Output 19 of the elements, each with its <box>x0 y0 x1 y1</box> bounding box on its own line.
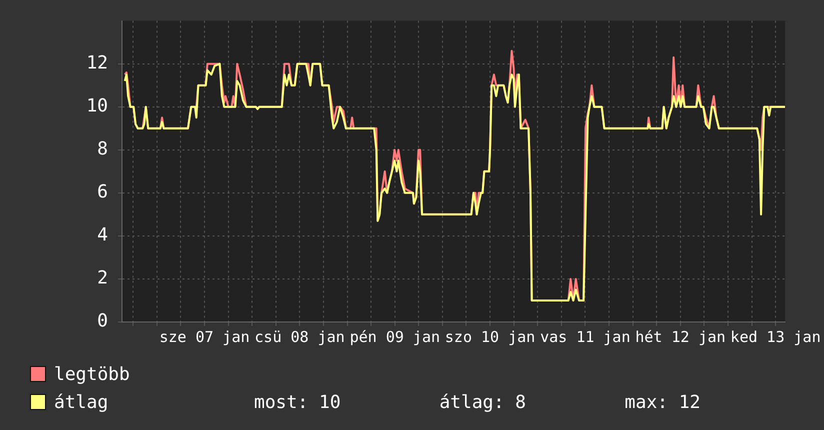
x-tick-label: sze 07 jan <box>159 328 250 346</box>
x-tick-label: csü 08 jan <box>254 328 345 346</box>
x-tick-label: ked 13 jan <box>730 328 821 346</box>
y-tick-label: 12 <box>86 52 108 74</box>
y-tick-label: 0 <box>97 310 108 332</box>
y-tick-label: 4 <box>97 224 108 246</box>
y-tick-label: 8 <box>97 138 108 160</box>
text: most: 10 <box>254 392 342 412</box>
legend-label: legtöbb <box>54 364 131 384</box>
y-tick-label: 2 <box>97 268 108 289</box>
text: átlag: 8 <box>439 392 528 412</box>
x-tick-label: pén 09 jan <box>350 328 440 346</box>
x-tick-label: szo 10 jan <box>444 328 536 346</box>
legend-label: átlag <box>54 392 110 412</box>
x-tick-label: vas 11 jan <box>540 328 630 346</box>
x-tick-label: hét 12 jan <box>635 328 726 346</box>
text: max: 12 <box>624 392 702 412</box>
y-tick-label: 6 <box>97 182 108 203</box>
y-tick-label: 10 <box>86 96 108 117</box>
